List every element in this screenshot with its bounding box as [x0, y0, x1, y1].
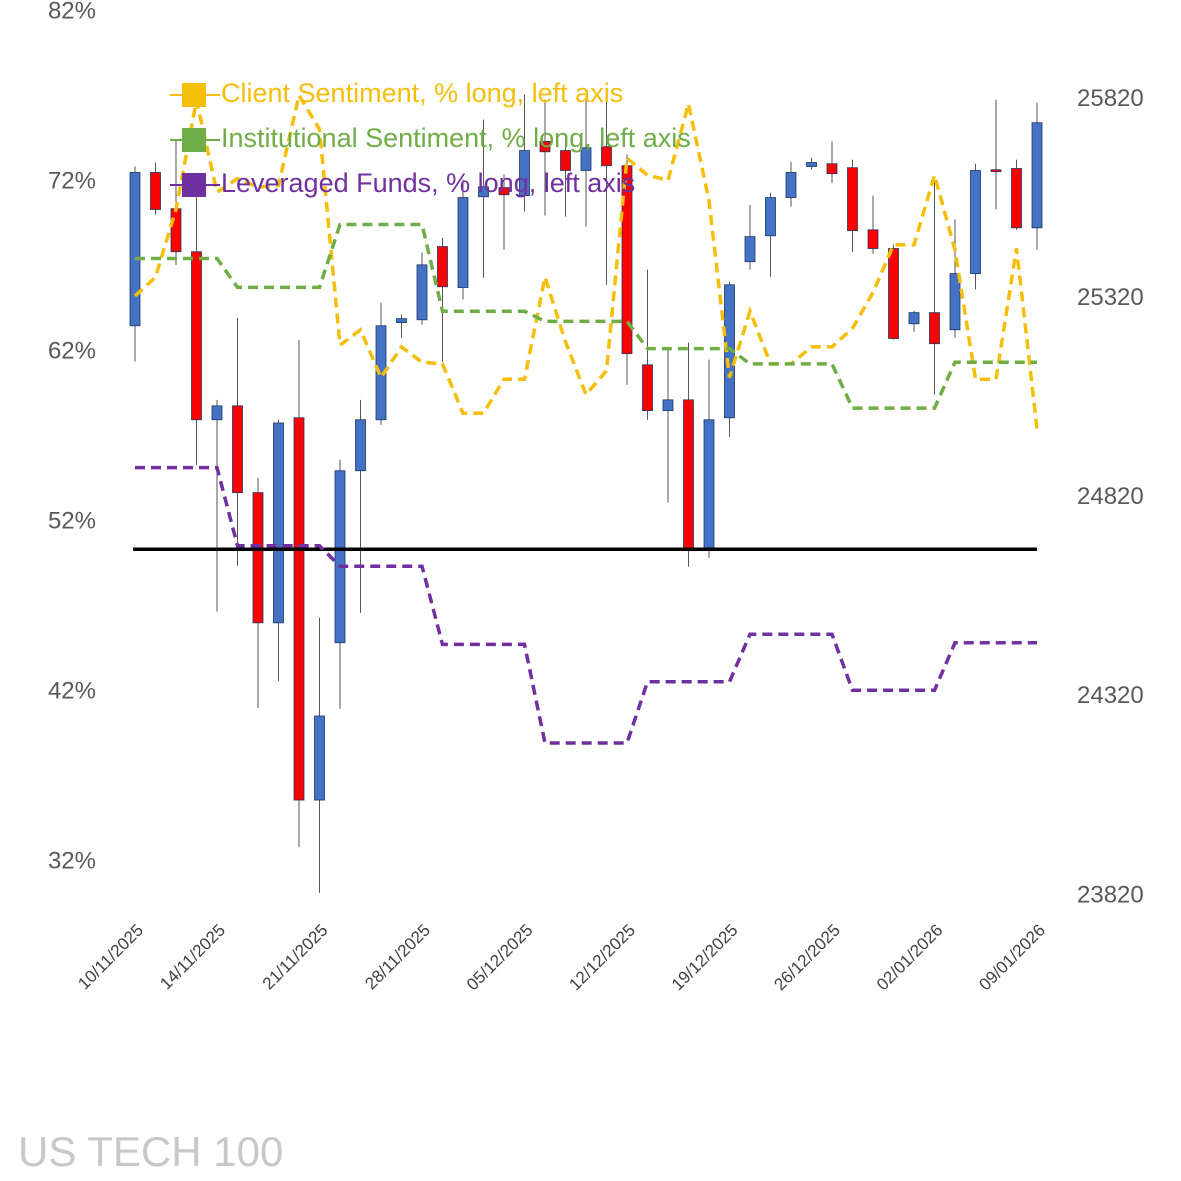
candle-body: [806, 162, 817, 167]
y2-tick-label: 24820: [1077, 483, 1144, 510]
y-tick-label: 42%: [48, 677, 96, 704]
candle-body: [150, 172, 161, 210]
legend-swatch: [182, 173, 206, 197]
chart-title: US TECH 100: [18, 1128, 283, 1175]
legend-label: Client Sentiment, % long, left axis: [221, 78, 623, 108]
sentiment-line: [135, 465, 1037, 745]
candle-body: [888, 248, 899, 339]
y-tick-label: 72%: [48, 167, 96, 194]
candle-body: [970, 170, 981, 275]
sentiment-line: [133, 90, 1039, 429]
candle-body: [457, 197, 469, 288]
candle-body: [867, 229, 879, 249]
legend-swatch: [182, 128, 206, 152]
x-tick-label: 02/01/2026: [873, 921, 947, 995]
y2-tick-label: 23820: [1077, 881, 1144, 908]
candle-body: [355, 419, 366, 472]
x-tick-label: 05/12/2025: [463, 921, 537, 995]
legend-label: Institutional Sentiment, % long, left ax…: [221, 123, 691, 153]
candle-body: [703, 419, 715, 549]
candle-body: [498, 187, 510, 196]
candle-body: [662, 399, 674, 411]
candle-body: [416, 264, 428, 321]
legend-label: Leveraged Funds, % long, left axis: [221, 168, 635, 198]
candle-body: [785, 172, 797, 198]
x-tick-label: 26/12/2025: [770, 921, 844, 995]
x-tick-label: 14/11/2025: [156, 921, 229, 994]
y2-tick-label: 24320: [1077, 682, 1144, 709]
candle-body: [580, 147, 592, 171]
candle-body: [191, 251, 202, 421]
candle-body: [949, 273, 961, 331]
x-tick-label: 09/01/2026: [975, 921, 1049, 995]
candle-body: [744, 236, 756, 263]
candle-body: [396, 318, 407, 323]
legend-swatch: [182, 83, 206, 107]
x-tick-label: 12/12/2025: [565, 921, 639, 995]
y-tick-label: 32%: [48, 847, 96, 874]
x-tick-label: 10/11/2025: [74, 921, 147, 994]
candle-body: [683, 399, 694, 549]
candle-body: [765, 197, 776, 237]
candle-body: [232, 405, 243, 494]
y-tick-label: 62%: [48, 337, 96, 364]
candle-body: [1011, 168, 1022, 229]
candle-body: [642, 364, 653, 411]
x-tick-label: 21/11/2025: [259, 921, 332, 994]
candle-body: [1031, 122, 1043, 229]
candle-body: [847, 167, 858, 232]
candle-body: [252, 492, 264, 624]
y2-tick-label: 25820: [1077, 85, 1144, 112]
candle-body: [211, 405, 223, 421]
candle-body: [170, 208, 182, 253]
candle-body: [601, 146, 612, 167]
candle-body: [539, 141, 551, 153]
sentiment-line: [135, 222, 1037, 410]
candle-body: [826, 163, 838, 175]
y2-tick-label: 25320: [1077, 284, 1144, 311]
candle-body: [273, 422, 284, 624]
candle-body: [437, 246, 448, 288]
candle-body: [314, 715, 325, 801]
candle-body: [293, 417, 305, 801]
candle-body: [560, 150, 571, 171]
x-tick-label: 28/11/2025: [361, 921, 434, 994]
candle-body: [929, 312, 940, 345]
candle-body: [129, 172, 141, 327]
candle-body: [478, 186, 489, 198]
x-tick-label: 19/12/2025: [668, 921, 742, 995]
candle-body: [908, 312, 920, 325]
candle-body: [990, 169, 1002, 173]
y-tick-label: 52%: [48, 507, 96, 534]
y-tick-label: 82%: [48, 0, 96, 24]
candle-body: [519, 150, 530, 196]
candle-body: [334, 470, 346, 644]
